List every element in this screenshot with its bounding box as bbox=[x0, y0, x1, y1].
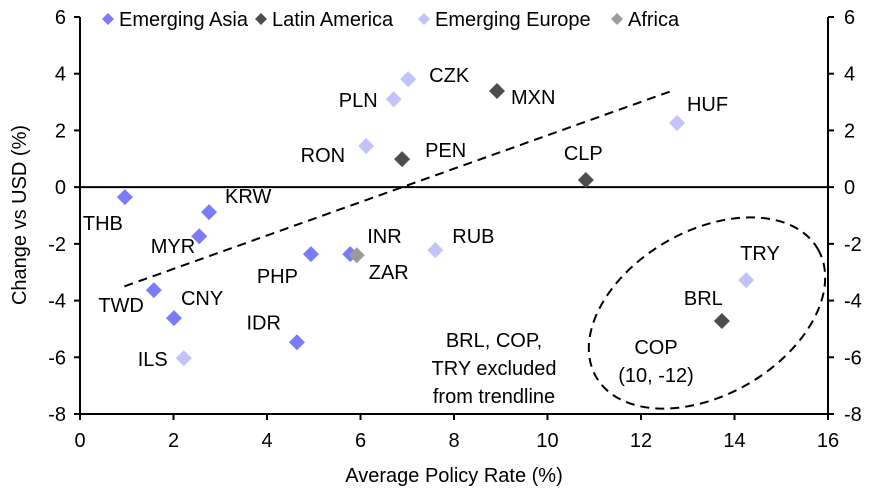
x-tick-label: 10 bbox=[536, 430, 558, 452]
data-point-myr bbox=[191, 228, 208, 245]
y-axis-title: Change vs USD (%) bbox=[9, 125, 31, 305]
point-label-brl: BRL bbox=[684, 288, 723, 310]
legend-marker-emerging-europe bbox=[418, 13, 430, 25]
data-point-twd bbox=[145, 282, 162, 299]
x-tick-label: 6 bbox=[355, 430, 366, 452]
data-points bbox=[116, 71, 755, 367]
point-label-pln: PLN bbox=[339, 90, 378, 112]
y-tick-label-left: 0 bbox=[55, 177, 66, 199]
data-point-pln bbox=[385, 91, 402, 108]
point-labels: THB KRW MYR PHP INR TWD CNY IDR MXN PEN CLP BRL CZK P… bbox=[83, 65, 780, 371]
data-point-mxn bbox=[489, 83, 506, 100]
point-label-ron: RON bbox=[301, 145, 345, 167]
legend-label-emerging-asia: Emerging Asia bbox=[119, 9, 249, 31]
data-point-zar bbox=[348, 247, 365, 264]
annotation-excluded-line: from trendline bbox=[433, 386, 555, 408]
y-tick-label-left: 4 bbox=[55, 64, 66, 86]
point-label-myr: MYR bbox=[151, 236, 195, 258]
y-tick-label-right: 6 bbox=[844, 7, 855, 29]
point-label-cny: CNY bbox=[181, 288, 223, 310]
data-point-ron bbox=[358, 138, 375, 155]
y-tick-label-right: -2 bbox=[844, 234, 862, 256]
y-tick-label-left: 6 bbox=[55, 7, 66, 29]
annotation-excluded-line: TRY excluded bbox=[432, 358, 557, 380]
point-label-twd: TWD bbox=[98, 295, 144, 317]
data-point-clp bbox=[577, 172, 594, 189]
data-point-idr bbox=[288, 334, 305, 351]
point-label-ils: ILS bbox=[138, 349, 168, 371]
x-tick-label: 12 bbox=[630, 430, 652, 452]
data-point-cny bbox=[165, 310, 182, 327]
data-point-krw bbox=[201, 204, 218, 221]
data-point-ils bbox=[175, 350, 192, 367]
trendline-group bbox=[124, 89, 673, 288]
trendline bbox=[124, 89, 673, 288]
y-tick-label-right: -6 bbox=[844, 347, 862, 369]
x-tick-label: 4 bbox=[261, 430, 272, 452]
point-label-inr: INR bbox=[367, 226, 401, 248]
legend-label-africa: Africa bbox=[628, 9, 680, 31]
legend-label-latin-america: Latin America bbox=[272, 9, 394, 31]
point-label-czk: CZK bbox=[429, 65, 470, 87]
x-tick-label: 16 bbox=[817, 430, 839, 452]
point-label-idr: IDR bbox=[246, 312, 280, 334]
point-label-krw: KRW bbox=[225, 186, 271, 208]
x-tick-label: 0 bbox=[74, 430, 85, 452]
annotation-cop-line: COP bbox=[634, 337, 677, 359]
y-tick-label-right: 4 bbox=[844, 64, 855, 86]
outlier-ellipse bbox=[587, 216, 827, 410]
data-point-rub bbox=[427, 242, 444, 259]
data-point-czk bbox=[400, 71, 417, 88]
axes: 6 4 2 0 -2 -4 -6 -8 6 4 2 0 -2 -4 -6 -8 0 2 4 6 8 10 12 14 16 bbox=[48, 7, 862, 452]
y-tick-label-right: 0 bbox=[844, 177, 855, 199]
y-tick-label-right: 2 bbox=[844, 120, 855, 142]
legend-marker-emerging-asia bbox=[102, 13, 114, 25]
point-label-thb: THB bbox=[83, 213, 123, 235]
point-label-pen: PEN bbox=[425, 140, 466, 162]
data-point-brl bbox=[713, 312, 730, 329]
legend-marker-latin-america bbox=[255, 13, 267, 25]
annotation-cop-line: (10, -12) bbox=[618, 365, 694, 387]
data-point-thb bbox=[116, 189, 133, 206]
y-tick-label-left: 2 bbox=[55, 120, 66, 142]
y-tick-label-left: -8 bbox=[48, 404, 66, 426]
highlight-ellipse-group bbox=[587, 216, 827, 410]
legend: Emerging Asia Latin America Emerging Europ… bbox=[92, 4, 822, 32]
legend-label-emerging-europe: Emerging Europe bbox=[435, 9, 591, 31]
x-tick-label: 8 bbox=[448, 430, 459, 452]
point-label-try: TRY bbox=[740, 243, 780, 265]
point-label-zar: ZAR bbox=[369, 262, 409, 284]
y-tick-label-left: -2 bbox=[48, 234, 66, 256]
annotation-excluded-line: BRL, COP, bbox=[446, 330, 542, 352]
annotations: COP (10, -12) BRL, COP, TRY excluded from tr… bbox=[432, 330, 694, 408]
point-label-clp: CLP bbox=[564, 143, 603, 165]
point-label-rub: RUB bbox=[452, 226, 494, 248]
legend-background bbox=[92, 4, 822, 32]
point-label-mxn: MXN bbox=[511, 87, 555, 109]
data-point-pen bbox=[394, 151, 411, 168]
legend-marker-africa bbox=[611, 13, 623, 25]
point-label-php: PHP bbox=[257, 266, 298, 288]
data-point-try bbox=[738, 272, 755, 289]
data-point-php bbox=[302, 246, 319, 263]
y-tick-label-right: -4 bbox=[844, 291, 862, 313]
data-point-huf bbox=[668, 115, 685, 132]
y-tick-label-right: -8 bbox=[844, 404, 862, 426]
x-axis-title: Average Policy Rate (%) bbox=[345, 465, 563, 487]
y-tick-label-left: -4 bbox=[48, 291, 66, 313]
point-label-huf: HUF bbox=[687, 94, 728, 116]
y-tick-label-left: -6 bbox=[48, 347, 66, 369]
x-tick-label: 14 bbox=[723, 430, 745, 452]
x-tick-label: 2 bbox=[168, 430, 179, 452]
